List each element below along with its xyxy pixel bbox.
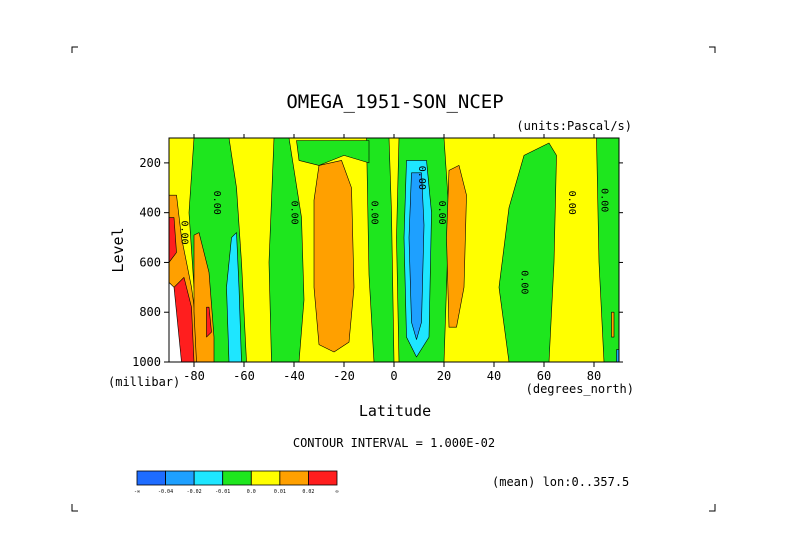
y-axis-label: Level (109, 227, 127, 272)
contour-region (446, 165, 467, 328)
colorbar-label: -0.01 (215, 489, 230, 495)
contour-labels: 0.00 0.00 0.00 0.00 0.00 0.00 0.00 0.00 0.00 (179, 166, 610, 295)
x-tick-label: 40 (487, 369, 501, 383)
colorbar-label: -∞ (134, 489, 140, 495)
y-tick-label: 600 (139, 255, 161, 269)
colorbar-label: 0.01 (274, 489, 286, 495)
colorbar-label: ∞ (335, 489, 338, 495)
x-axis: -80 -60 -40 -20 0 20 40 60 80 (183, 134, 601, 383)
contour-region (206, 306, 212, 338)
contour-region (498, 142, 557, 362)
contour-region (169, 282, 182, 362)
contour-region (611, 311, 615, 338)
x-units-label: (degrees_north) (526, 382, 634, 396)
colorbar-swatch (250, 470, 281, 486)
units-label: (units:Pascal/s) (516, 119, 632, 133)
plot-area (168, 137, 620, 363)
y-axis: 200 400 600 800 1000 (132, 156, 623, 369)
contour-label: 0.00 (416, 166, 427, 190)
contour-region (268, 138, 305, 362)
contour-label: 0.00 (599, 188, 610, 212)
contour-region (169, 217, 177, 263)
crop-mark-top-left (71, 46, 78, 53)
contour-region (408, 172, 425, 340)
chart-title: OMEGA_1951-SON_NCEP (286, 91, 503, 113)
contour-region (296, 140, 370, 166)
contour-label: 0.00 (211, 191, 222, 215)
crop-mark-top-right (709, 46, 716, 53)
contour-label: 0.00 (369, 201, 380, 225)
colorbar-swatch (165, 470, 195, 486)
colorbar-swatch (222, 470, 252, 486)
crop-mark-bottom-left (71, 504, 78, 512)
y-tick-label: 200 (139, 156, 161, 170)
contour-interval-label: CONTOUR INTERVAL = 1.000E-02 (293, 436, 495, 450)
colorbar: -∞ -0.04 -0.02 -0.01 0.0 0.01 0.02 ∞ (134, 470, 339, 495)
colorbar-swatch (193, 470, 224, 486)
y-tick-label: 800 (139, 305, 161, 319)
mean-label: (mean) lon:0..357.5 (492, 475, 629, 489)
y-units-label: (millibar) (108, 375, 180, 389)
crop-marks (71, 46, 716, 512)
contour-region (226, 232, 242, 362)
x-tick-label: 60 (537, 369, 551, 383)
contour-region (366, 138, 395, 362)
x-tick-label: 80 (587, 369, 601, 383)
y-tick-label: 1000 (132, 355, 161, 369)
x-tick-label: -20 (333, 369, 355, 383)
colorbar-label: 0.0 (247, 489, 256, 495)
colorbar-swatch (136, 470, 166, 486)
contour-region (616, 349, 619, 362)
colorbar-label: 0.02 (302, 489, 314, 495)
x-tick-label: -60 (233, 369, 255, 383)
y-tick-label: 400 (139, 206, 161, 220)
x-axis-label: Latitude (359, 402, 431, 420)
crop-mark-bottom-right (709, 504, 716, 512)
colorbar-label: -0.04 (158, 489, 173, 495)
contour-label: 0.00 (566, 191, 577, 215)
contour-label: 0.00 (436, 201, 447, 225)
colorbar-swatch (279, 470, 309, 486)
contour-label: 0.00 (179, 221, 190, 245)
x-tick-label: -80 (183, 369, 205, 383)
contour-label: 0.00 (519, 270, 530, 294)
x-tick-label: -40 (283, 369, 305, 383)
colorbar-swatch (308, 470, 338, 486)
contour-region (596, 138, 619, 362)
contour-label: 0.00 (289, 201, 300, 225)
x-tick-label: 20 (437, 369, 451, 383)
x-tick-label: 0 (390, 369, 397, 383)
contour-region (313, 160, 355, 353)
colorbar-label: -0.02 (187, 489, 202, 495)
